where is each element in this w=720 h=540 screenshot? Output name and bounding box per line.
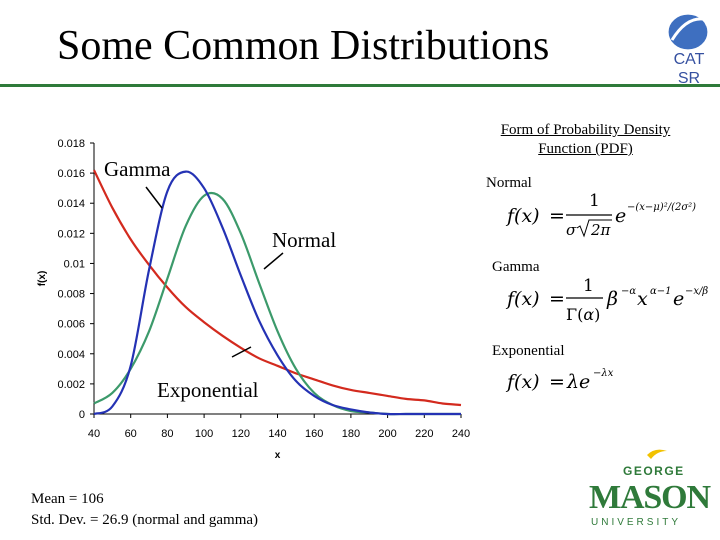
gmu-logo-top: GEORGE	[623, 464, 685, 478]
svg-text:1: 1	[583, 276, 594, 296]
y-tick-label: 0	[79, 409, 85, 421]
annotation-exponential: Exponential	[157, 378, 259, 402]
series-line-normal	[93, 191, 461, 416]
normal-pdf-formula: f(x) = 1 σ 2π e −(x−μ)²/(2σ²)	[505, 191, 696, 239]
svg-text:x: x	[637, 288, 648, 310]
annotation-pointer-normal	[263, 252, 284, 270]
svg-text:=: =	[549, 371, 565, 393]
x-tick-label: 180	[342, 428, 360, 440]
exponential-pdf-formula: f(x) = λe −λx	[505, 368, 614, 393]
y-tick-label: 0.01	[64, 258, 85, 270]
x-axis-label: x	[275, 450, 281, 461]
svg-text:−(x−μ)²/(2σ²): −(x−μ)²/(2σ²)	[627, 202, 696, 213]
x-tick-label: 220	[415, 428, 433, 440]
y-tick-label: 0.002	[57, 379, 85, 391]
y-tick-label: 0.012	[57, 228, 85, 240]
gamma-pdf-formula: f(x) = 1 Γ(α) β −α x α−1 e −x/β	[505, 276, 708, 324]
svg-text:−x/β: −x/β	[685, 286, 708, 297]
series-line-gamma	[93, 170, 461, 416]
annotation-pointer-gamma	[145, 186, 163, 209]
series-line-exponential	[93, 169, 462, 407]
x-tick-label: 40	[88, 428, 100, 440]
stats-text: Mean = 106 Std. Dev. = 26.9 (normal and …	[31, 489, 258, 531]
svg-text:f(x): f(x)	[505, 371, 540, 393]
y-tick-label: 0.014	[57, 198, 85, 210]
stats-std-dev: Std. Dev. = 26.9 (normal and gamma)	[31, 512, 259, 528]
gmu-logo-main: MASON	[589, 479, 711, 516]
pdf-label-normal: Normal	[486, 175, 532, 191]
svg-text:λe: λe	[566, 371, 590, 393]
pdf-label-gamma: Gamma	[492, 259, 540, 275]
y-tick-label: 0.008	[57, 289, 85, 301]
svg-text:f(x): f(x)	[505, 205, 540, 227]
x-tick-label: 240	[452, 428, 470, 440]
gmu-logo-bottom: UNIVERSITY	[591, 517, 681, 528]
svg-text:=: =	[549, 288, 565, 310]
y-tick-label: 0.018	[57, 138, 85, 150]
y-tick-label: 0.006	[57, 319, 85, 331]
x-tick-label: 140	[268, 428, 286, 440]
globe-icon	[668, 14, 708, 50]
svg-text:β: β	[606, 288, 618, 310]
annotation-pointer-exponential	[231, 346, 252, 358]
x-tick-label: 80	[161, 428, 173, 440]
stats-mean: Mean = 106	[31, 491, 104, 507]
pdf-label-exponential: Exponential	[492, 343, 565, 359]
y-tick-label: 0.004	[57, 349, 85, 361]
pdf-heading: Form of Probability Density Function (PD…	[500, 122, 671, 157]
x-tick-label: 160	[305, 428, 323, 440]
svg-text:e: e	[673, 288, 684, 310]
svg-text:=: =	[549, 205, 565, 227]
annotation-normal: Normal	[272, 228, 336, 252]
x-tick-label: 120	[232, 428, 250, 440]
svg-text:α−1: α−1	[650, 286, 672, 297]
chart-ticks: 0 0.002 0.004 0.006 0.008 0.01 0.012 0.014 0.016…	[57, 138, 470, 440]
y-tick-label: 0.016	[57, 168, 85, 180]
svg-text:1: 1	[589, 191, 600, 211]
catsr-logo-text: CAT SR	[673, 51, 705, 87]
arrow-icon	[702, 16, 712, 26]
flame-icon	[647, 449, 667, 459]
svg-text:Γ(α): Γ(α)	[566, 305, 600, 324]
slide-title: Some Common Distributions	[57, 23, 550, 69]
y-axis-label: f(x)	[37, 271, 48, 287]
catsr-logo	[667, 13, 712, 51]
chart-lines	[93, 169, 462, 416]
x-tick-label: 100	[195, 428, 213, 440]
svg-text:f(x): f(x)	[505, 288, 540, 310]
george-mason-logo: GEORGE MASON UNIVERSITY	[589, 449, 711, 528]
svg-text:2π: 2π	[590, 221, 612, 239]
x-tick-label: 60	[125, 428, 137, 440]
svg-text:−α: −α	[621, 286, 636, 297]
svg-text:σ: σ	[566, 221, 577, 239]
annotation-gamma: Gamma	[104, 157, 171, 181]
title-underline-bar	[0, 84, 720, 87]
chart-annotations: Gamma Normal Exponential	[104, 157, 336, 402]
svg-text:−λx: −λx	[593, 368, 614, 379]
svg-text:e: e	[615, 205, 626, 227]
x-tick-label: 200	[378, 428, 396, 440]
